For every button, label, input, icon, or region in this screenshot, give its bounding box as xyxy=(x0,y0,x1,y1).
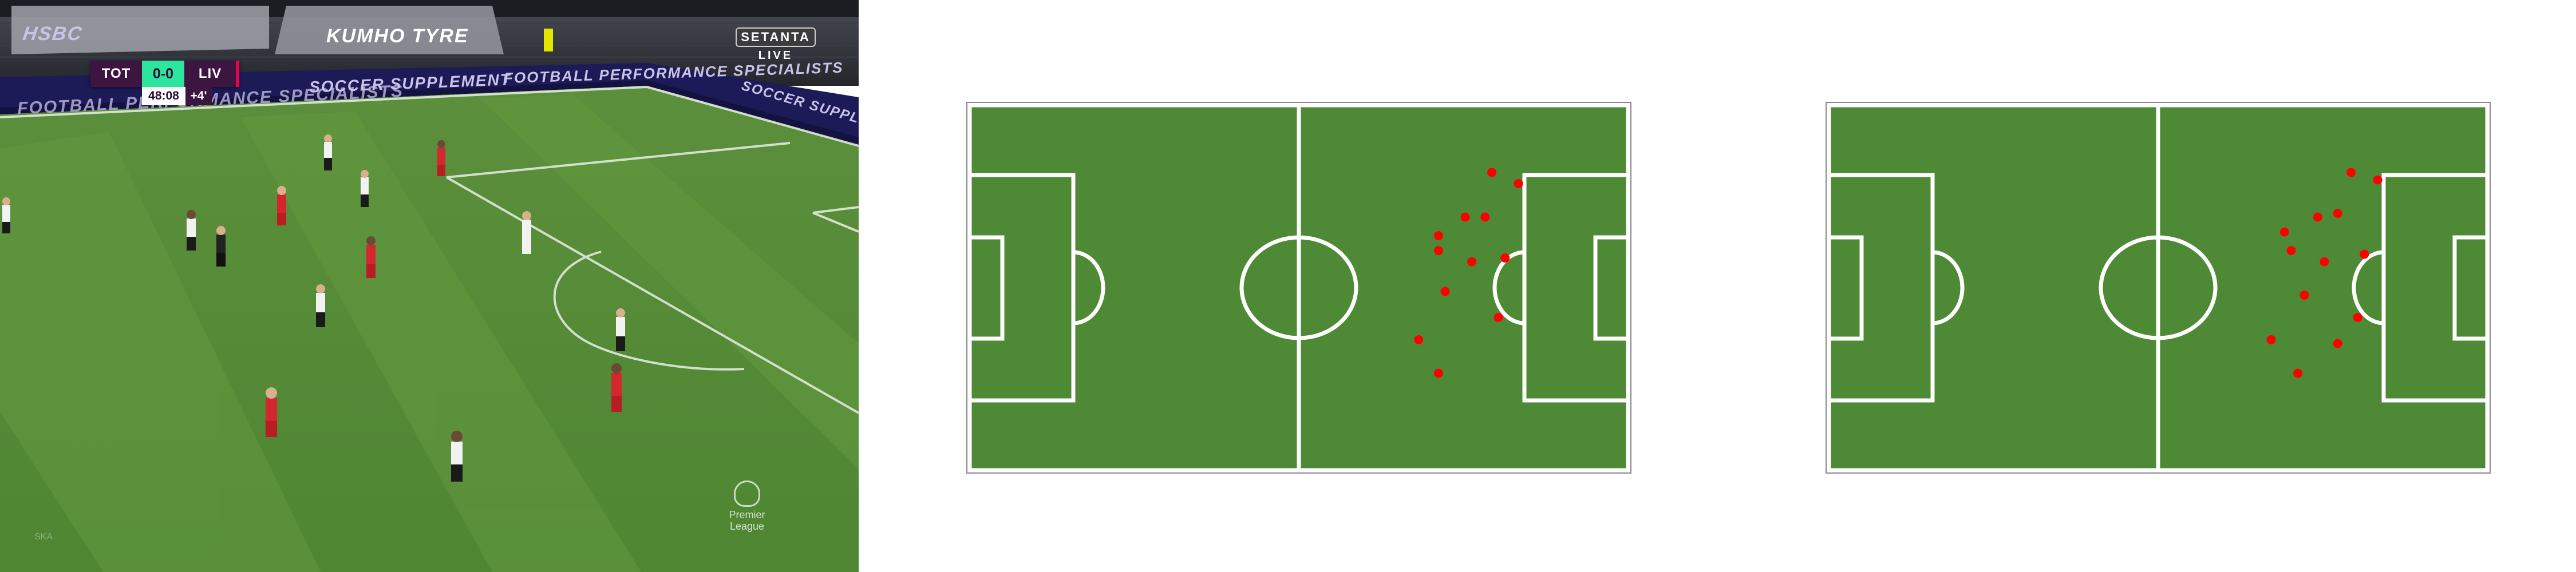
player-dot xyxy=(1460,212,1470,222)
ad-board-text: HSBC xyxy=(21,23,85,45)
match-clock-bar: 48:08 +4' xyxy=(142,87,212,105)
penalty-arc-left xyxy=(1932,250,1965,325)
player-red xyxy=(611,363,622,412)
player-dot xyxy=(1500,253,1510,263)
player-dot xyxy=(2300,291,2309,300)
player-red xyxy=(366,236,376,278)
player-dot xyxy=(2279,227,2289,237)
goal-area-left xyxy=(967,235,1005,341)
player-white xyxy=(451,431,463,482)
centre-circle xyxy=(1239,235,1358,340)
away-team: LIV xyxy=(184,61,236,87)
tottenham-players xyxy=(2,134,625,482)
player-dot xyxy=(2360,249,2369,259)
player-white xyxy=(324,134,332,170)
mowing-stripes xyxy=(0,94,859,572)
player-dot xyxy=(2346,168,2356,177)
player-white xyxy=(316,284,325,327)
player-dot xyxy=(1487,168,1496,177)
scorebug: TOT 0-0 LIV xyxy=(90,61,239,87)
penalty-arc-right xyxy=(2352,250,2384,325)
player-dot xyxy=(1514,179,1523,188)
goal-area-right xyxy=(1593,235,1630,341)
player-dot xyxy=(2333,209,2342,218)
player-white xyxy=(522,211,531,254)
league-logo: Premier League xyxy=(721,480,773,532)
player-dot xyxy=(1467,257,1477,267)
player-white xyxy=(361,170,369,207)
player-dot xyxy=(2320,257,2329,267)
pitch-lines xyxy=(0,86,859,414)
corner-watermark: SKA xyxy=(34,532,53,542)
broadcaster-logo: SETANTA LIVE xyxy=(736,27,816,62)
match-score: 0-0 xyxy=(142,61,184,87)
upper-ad-board xyxy=(275,6,504,54)
league-logo-text: Premier League xyxy=(729,509,765,532)
player-white xyxy=(187,210,196,251)
player-dot xyxy=(2313,212,2322,222)
player-white xyxy=(2,197,10,233)
player-dot xyxy=(2373,175,2383,185)
liverpool-players xyxy=(266,140,622,437)
lion-icon xyxy=(734,480,760,507)
ad-board-text: KUMHO TYRE xyxy=(326,25,469,47)
match-clock: 48:08 xyxy=(142,87,185,105)
added-time: +4' xyxy=(185,87,212,105)
pitch-markings xyxy=(967,103,1630,472)
player-dot xyxy=(2353,313,2362,322)
pitch-markings xyxy=(1827,103,2490,472)
player-dot xyxy=(1434,368,1443,378)
pitch-diagram-1 xyxy=(966,102,1631,474)
referee xyxy=(216,226,226,267)
broadcaster-name: SETANTA xyxy=(736,27,816,47)
player-dot xyxy=(2266,335,2276,344)
upper-ad-board xyxy=(11,6,269,54)
player-positions xyxy=(2266,168,2383,378)
broadcast-frame: HSBC KUMHO TYRE FOOTBALL PERFORMANCE SPE… xyxy=(0,0,859,572)
pitch-diagram-2 xyxy=(1826,102,2491,474)
diagram-border xyxy=(1826,102,2491,474)
player-dot xyxy=(2286,246,2296,255)
penalty-arc-left xyxy=(1073,250,1105,325)
player-red xyxy=(266,387,277,437)
player-dot xyxy=(1480,212,1490,222)
player-dot xyxy=(1434,231,1443,240)
player-white xyxy=(616,308,625,351)
player-dot xyxy=(1440,287,1450,296)
goal-area-right xyxy=(2452,235,2490,341)
player-dot xyxy=(2293,368,2302,378)
centre-circle xyxy=(2099,235,2218,340)
penalty-arc-right xyxy=(1492,250,1525,325)
player-red xyxy=(277,186,286,225)
player-positions xyxy=(1414,168,1523,378)
player-red xyxy=(437,140,445,176)
goal-area-left xyxy=(1827,235,1864,341)
diagram-border xyxy=(966,102,1631,474)
player-dot xyxy=(1414,335,1424,344)
player-dot xyxy=(1434,246,1443,255)
home-team: TOT xyxy=(90,61,142,87)
player-dot xyxy=(1494,313,1503,322)
broadcaster-sub: LIVE xyxy=(758,49,793,62)
steward xyxy=(544,29,553,51)
scorebug-accent xyxy=(236,61,239,87)
player-dot xyxy=(2333,339,2342,348)
